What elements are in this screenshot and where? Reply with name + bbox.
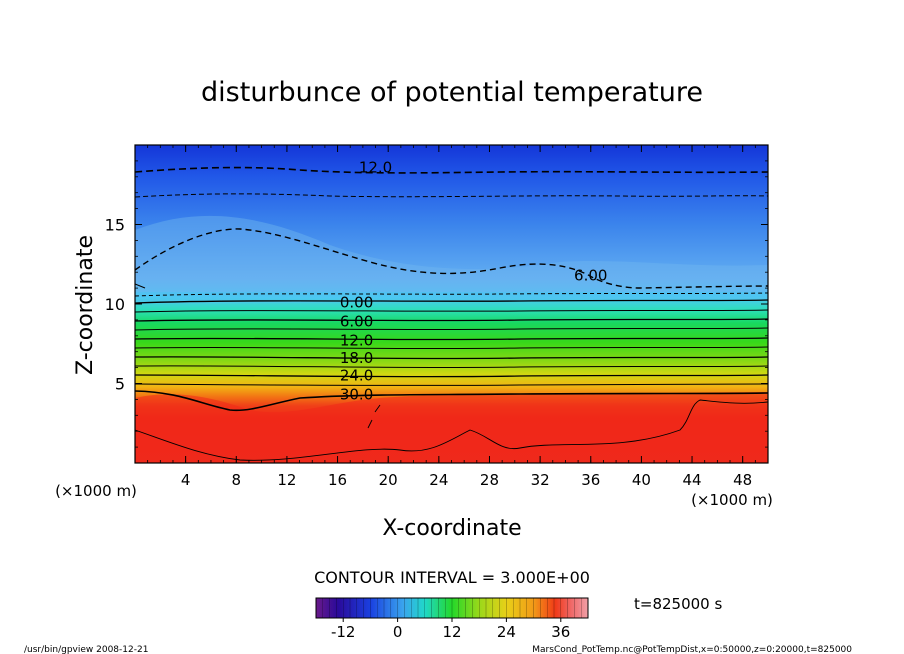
colorbar-tick-label: 36: [551, 623, 570, 641]
x-tick-label: 28: [480, 471, 499, 489]
contour-label: 12.0: [340, 332, 373, 350]
y-tick-label: 5: [115, 375, 125, 394]
contour-3b: [135, 309, 768, 313]
contour-33-fragments: [367, 404, 381, 429]
x-tick-label: 40: [632, 471, 651, 489]
field-cyan-band: [135, 296, 768, 304]
x-tick-label: 44: [682, 471, 701, 489]
y-axis-label: Z-coordinate: [73, 235, 98, 375]
contour-3: [135, 292, 768, 297]
x-tick-label: 48: [733, 471, 752, 489]
y-axis: 5 10 15: [105, 144, 768, 464]
x-tick-label: 36: [581, 471, 600, 489]
contour-label: 30.0: [340, 386, 373, 404]
contour-21: [135, 365, 768, 369]
contour-12: [135, 337, 768, 341]
contour-18: [135, 356, 768, 360]
footer-left: /usr/bin/gpview 2008-12-21: [24, 645, 148, 654]
x-unit-right: (×1000 m): [691, 491, 773, 509]
contour-12-upper: [135, 166, 768, 174]
colorbar-ticks: -12 0 12 24 36: [331, 618, 570, 641]
contour-label: 6.00: [574, 266, 607, 284]
contour-label: 0.00: [340, 293, 373, 311]
x-tick-label: 20: [379, 471, 398, 489]
x-unit-left: (×1000 m): [55, 482, 137, 500]
field-warm-lobe: [135, 392, 768, 463]
contour-30: [135, 390, 768, 412]
x-tick-label: 32: [531, 471, 550, 489]
contour-lines: [135, 166, 768, 461]
x-tick-label: 12: [277, 471, 296, 489]
contour-15: [135, 346, 768, 350]
colorbar-segments: [315, 598, 589, 618]
x-tick-label: 4: [181, 471, 191, 489]
y-tick-label: 15: [105, 216, 125, 235]
colorbar-tick-label: 12: [442, 623, 461, 641]
contour-label: 18.0: [340, 349, 373, 367]
colorbar-tick-label: -12: [331, 623, 356, 641]
field-light-blue-lobe: [135, 215, 768, 292]
contour-6-upper: [135, 228, 768, 289]
contour-interval-text: CONTOUR INTERVAL = 3.000E+00: [314, 568, 590, 587]
contour-0: [135, 299, 768, 304]
contour-label: 12.0: [359, 158, 392, 176]
contour-24: [135, 374, 768, 378]
x-tick-label: 8: [232, 471, 242, 489]
x-axis-label: X-coordinate: [382, 516, 521, 541]
x-tick-label: 16: [328, 471, 347, 489]
colorbar-tick-label: 0: [393, 623, 403, 641]
time-text: t=825000 s: [634, 595, 722, 613]
contour-9-upper: [135, 193, 768, 198]
contour-6: [135, 318, 768, 322]
x-tick-label: 24: [429, 471, 448, 489]
x-axis: 4 8 12 16 20 24 28 32 36 40 44 48: [134, 145, 769, 489]
contour-label: 24.0: [340, 367, 373, 385]
contour-9: [135, 327, 768, 331]
y-tick-label: 10: [105, 295, 125, 314]
chart-title: disturbunce of potential temperature: [201, 77, 703, 108]
colorbar-tick-label: 24: [497, 623, 516, 641]
footer-right: MarsCond_PotTemp.nc@PotTempDist,x=0:5000…: [532, 645, 852, 654]
contour-27: [135, 383, 768, 386]
contour-label: 6.00: [340, 312, 373, 330]
contour-33: [135, 399, 768, 461]
contour-edge-left: [135, 283, 146, 289]
